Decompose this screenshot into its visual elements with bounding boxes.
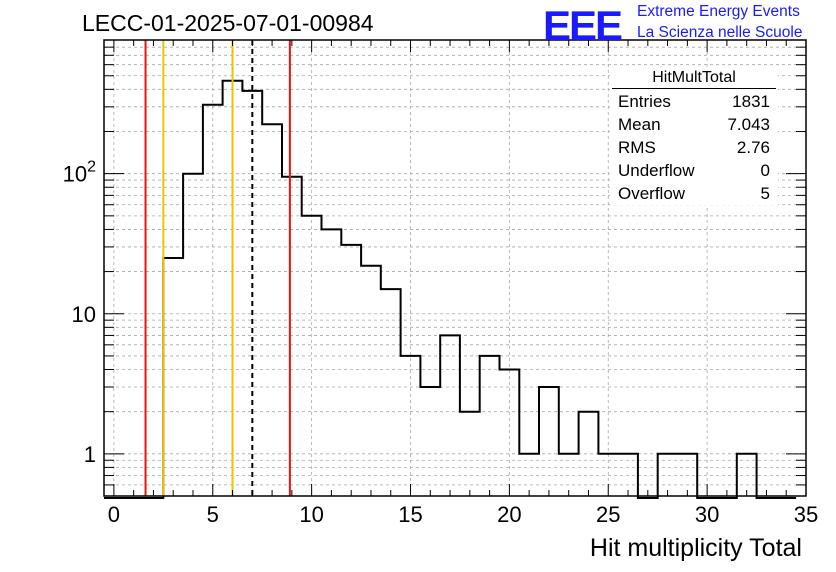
stats-value: 5 <box>760 184 770 203</box>
stats-value: 0 <box>760 161 770 180</box>
x-tick-label: 10 <box>299 502 323 527</box>
logo-subtitle-2: La Scienza nelle Scuole <box>637 24 803 41</box>
stats-label: RMS <box>618 138 656 157</box>
stats-label: Overflow <box>618 184 686 203</box>
stats-label: Mean <box>618 115 661 134</box>
stats-row-underflow: Underflow 0 <box>610 159 778 182</box>
logo-subtitle-1: Extreme Energy Events <box>637 3 800 20</box>
x-tick-label: 5 <box>207 502 219 527</box>
stats-row-entries: Entries 1831 <box>610 90 778 113</box>
y-tick-label: 102 <box>63 159 96 187</box>
x-tick-label: 25 <box>596 502 620 527</box>
x-tick-label: 30 <box>695 502 719 527</box>
chart-title: LECC-01-2025-07-01-00984 <box>82 10 374 36</box>
stats-label: Underflow <box>618 161 695 180</box>
stats-value: 2.76 <box>736 138 770 157</box>
stats-row-rms: RMS 2.76 <box>610 136 778 159</box>
stats-row-mean: Mean 7.043 <box>610 113 778 136</box>
x-tick-label: 0 <box>108 502 120 527</box>
plot-frame <box>103 39 807 497</box>
eee-logo: EEE <box>543 2 623 49</box>
x-axis-label: Hit multiplicity Total <box>589 534 802 562</box>
y-tick-label: 10 <box>72 302 96 327</box>
stats-value: 1831 <box>732 92 770 111</box>
x-tick-label: 20 <box>497 502 521 527</box>
stats-value: 7.043 <box>727 115 770 134</box>
stats-row-overflow: Overflow 5 <box>610 182 778 205</box>
x-tick-label: 35 <box>794 502 818 527</box>
x-tick-label: 15 <box>398 502 422 527</box>
y-tick-label: 1 <box>84 442 96 467</box>
stats-label: Entries <box>618 92 671 111</box>
stats-box: HitMultTotal Entries 1831 Mean 7.043 RMS… <box>610 69 778 205</box>
stats-title: HitMultTotal <box>612 69 776 89</box>
